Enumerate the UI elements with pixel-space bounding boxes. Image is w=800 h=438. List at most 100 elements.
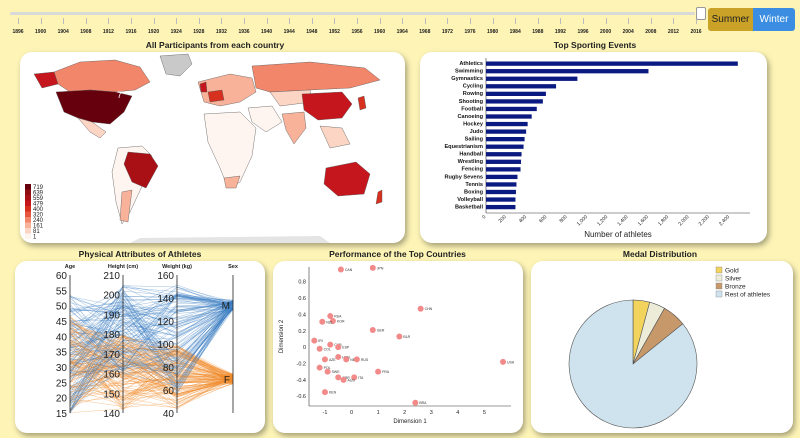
- event-bar[interactable]: [486, 106, 537, 112]
- event-bar[interactable]: [486, 174, 518, 180]
- country-point[interactable]: [353, 356, 360, 363]
- event-bar[interactable]: [486, 152, 522, 157]
- timeline-year-label[interactable]: 1904: [57, 29, 69, 35]
- map-russia[interactable]: [251, 61, 381, 93]
- country-point[interactable]: [500, 358, 507, 365]
- map-argentina[interactable]: [119, 189, 133, 223]
- map-japan[interactable]: [357, 95, 367, 111]
- timeline-year-label[interactable]: 1996: [577, 29, 589, 35]
- country-point[interactable]: [340, 376, 347, 383]
- country-point[interactable]: [412, 399, 419, 406]
- year-timeline[interactable]: 1896 1900 1904 1908 1912 1916 1920 1924 1928 1932…: [10, 6, 706, 38]
- event-bar[interactable]: [486, 204, 516, 210]
- map-southeast-asia[interactable]: [319, 125, 351, 149]
- event-bar[interactable]: [486, 84, 557, 89]
- timeline-year-label[interactable]: 2004: [622, 29, 634, 35]
- map-australia[interactable]: [323, 161, 371, 197]
- country-point[interactable]: [396, 333, 403, 340]
- event-bar[interactable]: [486, 182, 517, 187]
- timeline-year-label[interactable]: 1924: [170, 29, 182, 35]
- timeline-slider-handle[interactable]: [696, 7, 706, 20]
- timeline-year-label[interactable]: 1928: [193, 29, 205, 35]
- country-point[interactable]: [327, 313, 334, 320]
- map-china[interactable]: [301, 91, 353, 121]
- medal-slice[interactable]: [568, 299, 698, 429]
- timeline-year-label[interactable]: 1896: [12, 29, 24, 35]
- map-africa[interactable]: [203, 111, 257, 189]
- country-point[interactable]: [337, 266, 344, 273]
- timeline-year-label[interactable]: 1948: [306, 29, 318, 35]
- country-point[interactable]: [343, 356, 350, 363]
- map-new-zealand[interactable]: [375, 189, 383, 205]
- timeline-year-label[interactable]: 1908: [80, 29, 92, 35]
- timeline-year-label[interactable]: 1940: [261, 29, 273, 35]
- map-canada[interactable]: [53, 59, 151, 93]
- event-bar[interactable]: [486, 99, 543, 104]
- event-bar[interactable]: [486, 121, 528, 127]
- country-point[interactable]: [321, 356, 328, 363]
- timeline-year-label[interactable]: 2000: [600, 29, 612, 35]
- timeline-year-label[interactable]: 1972: [441, 29, 453, 35]
- event-bar[interactable]: [486, 61, 738, 66]
- timeline-year-label[interactable]: 1956: [351, 29, 363, 35]
- timeline-year-label[interactable]: 1932: [215, 29, 227, 35]
- event-bar[interactable]: [486, 91, 546, 96]
- event-bar[interactable]: [486, 76, 578, 81]
- event-bar[interactable]: [486, 159, 522, 164]
- timeline-year-label[interactable]: 1988: [532, 29, 544, 35]
- country-point[interactable]: [329, 317, 336, 324]
- parallel-coordinates-chart[interactable]: Age Height (cm) Weight (kg) Sex 60 55 50 45 40 35…: [15, 261, 265, 433]
- country-point[interactable]: [316, 364, 323, 371]
- timeline-year-label[interactable]: 1900: [35, 29, 47, 35]
- timeline-year-label[interactable]: 1992: [554, 29, 566, 35]
- timeline-year-label[interactable]: 1936: [238, 29, 250, 35]
- map-greenland[interactable]: [159, 53, 193, 77]
- map-mexico[interactable]: [77, 117, 107, 139]
- event-bar[interactable]: [486, 137, 525, 142]
- timeline-track[interactable]: [10, 12, 695, 15]
- timeline-year-label[interactable]: 1968: [419, 29, 431, 35]
- timeline-year-label[interactable]: 2012: [667, 29, 679, 35]
- country-point[interactable]: [327, 341, 334, 348]
- summer-button[interactable]: Summer: [708, 8, 753, 31]
- timeline-year-label[interactable]: 1952: [328, 29, 340, 35]
- map-uk[interactable]: [199, 81, 208, 93]
- winter-button[interactable]: Winter: [753, 8, 795, 31]
- event-bar[interactable]: [486, 129, 527, 134]
- country-point[interactable]: [335, 374, 342, 381]
- map-south-africa[interactable]: [223, 175, 241, 189]
- timeline-year-label[interactable]: 1944: [283, 29, 295, 35]
- map-india[interactable]: [281, 111, 307, 145]
- event-bar[interactable]: [486, 197, 516, 202]
- map-alaska[interactable]: [33, 71, 59, 89]
- country-point[interactable]: [335, 353, 342, 360]
- event-bar[interactable]: [486, 189, 516, 195]
- country-point[interactable]: [417, 305, 424, 312]
- country-point[interactable]: [351, 374, 358, 381]
- event-bar[interactable]: [486, 144, 524, 149]
- performance-scatter-chart[interactable]: 0.8 0.6 0.4 0.2 0 -0.2 -0.4 -0.6 -1 0 1 2 3 4 5 Dimensi…: [273, 261, 523, 433]
- event-bar[interactable]: [486, 114, 532, 119]
- country-point[interactable]: [311, 337, 318, 344]
- country-point[interactable]: [324, 368, 331, 375]
- timeline-year-label[interactable]: 1980: [487, 29, 499, 35]
- country-point[interactable]: [369, 264, 376, 271]
- country-point[interactable]: [316, 345, 323, 352]
- country-point[interactable]: [335, 344, 342, 351]
- country-point[interactable]: [319, 318, 326, 325]
- timeline-year-label[interactable]: 1912: [102, 29, 114, 35]
- timeline-year-label[interactable]: 1984: [509, 29, 521, 35]
- country-point[interactable]: [321, 389, 328, 396]
- timeline-year-label[interactable]: 2016: [690, 29, 702, 35]
- map-middle-east[interactable]: [247, 105, 283, 133]
- event-bar[interactable]: [486, 167, 521, 172]
- timeline-year-label[interactable]: 2008: [645, 29, 657, 35]
- timeline-year-label[interactable]: 1976: [464, 29, 476, 35]
- map-usa[interactable]: [55, 89, 133, 125]
- timeline-year-label[interactable]: 1920: [148, 29, 160, 35]
- country-point[interactable]: [369, 326, 376, 333]
- country-point[interactable]: [375, 368, 382, 375]
- event-bar[interactable]: [486, 69, 649, 74]
